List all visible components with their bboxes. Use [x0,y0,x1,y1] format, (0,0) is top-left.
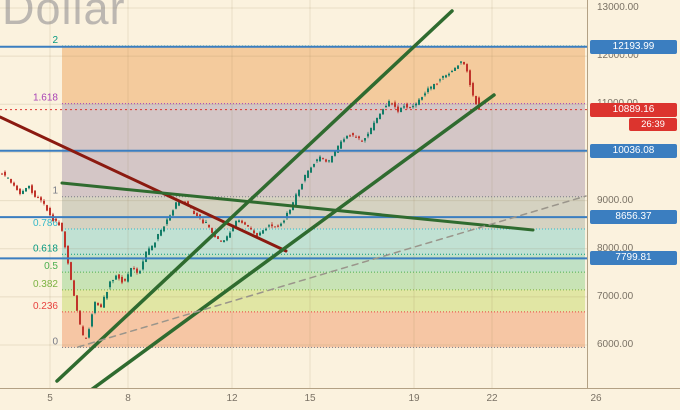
time-tick: 19 [408,393,420,404]
plot-area: 0 0.236 0.382 0.5 0.618 0.786 1 1.618 2 [0,0,587,388]
fib-label: 1.618 [33,93,58,104]
price-axis[interactable]: 13000.0012000.0011000.0010000.009000.008… [587,0,680,388]
time-tick: 15 [304,393,316,404]
time-tick: 8 [125,393,131,404]
candlestick-series [1,61,480,339]
trend-lines [0,9,587,388]
last-price-badge: 10889.16 [590,102,677,117]
price-line-badge: 10036.08 [590,143,677,158]
fib-label: 2 [52,35,58,46]
price-tick: 7000.00 [597,290,634,302]
horizontal-price-lines [0,45,587,260]
symbol-watermark: Dollar [2,0,126,34]
time-axis[interactable]: 5 8 12 15 19 22 26 [0,388,680,410]
price-line-badge: 8656.37 [590,210,677,225]
fib-label: 0.5 [44,261,58,272]
fib-label: 0.382 [33,279,58,290]
fib-label: 0 [52,336,58,347]
price-line-badge: 12193.99 [590,39,677,54]
price-tick: 6000.00 [597,339,634,351]
price-tick: 12000.00 [597,50,639,62]
fib-label: 0.236 [33,301,58,312]
price-tick: 9000.00 [597,194,634,206]
fib-bands [62,46,585,348]
time-tick: 26 [590,393,602,404]
time-tick: 12 [226,393,238,404]
fib-levels: 0 0.236 0.382 0.5 0.618 0.786 1 1.618 2 [33,35,585,348]
countdown-badge: 26:39 [629,117,677,131]
fib-label: 0.618 [33,243,58,254]
fib-label: 0.786 [33,218,58,229]
fib-label: 1 [52,186,58,197]
price-tick: 13000.00 [597,1,639,13]
time-tick: 22 [486,393,498,404]
price-tick: 8000.00 [597,242,634,254]
price-line-badge: 7799.81 [590,251,677,266]
time-tick: 5 [47,393,53,404]
